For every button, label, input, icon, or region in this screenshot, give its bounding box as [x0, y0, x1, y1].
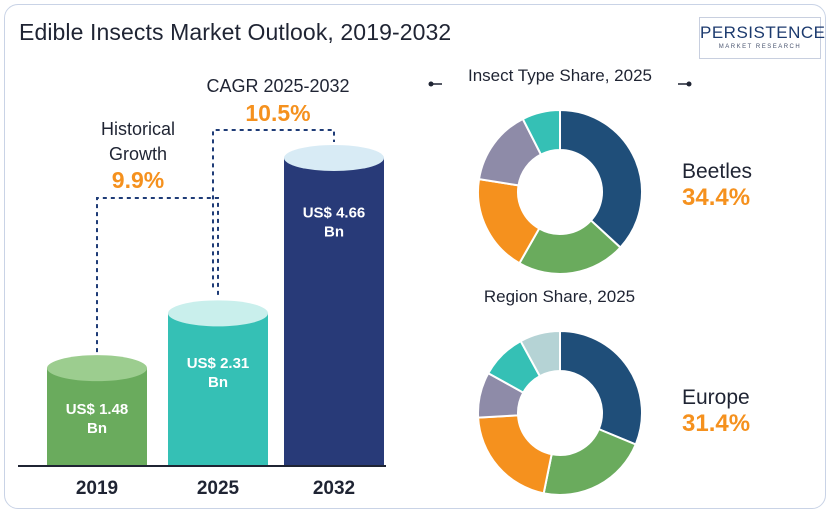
annotation-label: Historical	[101, 119, 175, 139]
donut-slice-beetles	[559, 108, 643, 249]
logo-sub-text: MARKET RESEARCH	[718, 44, 802, 50]
donut-slice	[477, 414, 553, 495]
donut-title: Insect Type Share, 2025	[468, 66, 652, 85]
donut-slice-europe	[559, 329, 643, 446]
donut-title: Region Share, 2025	[484, 287, 635, 306]
annotation-value: 9.9%	[112, 167, 164, 193]
title-backdrop	[441, 285, 678, 309]
bar-top	[47, 355, 147, 382]
bar-body	[47, 368, 147, 466]
bar-value-unit: Bn	[208, 374, 228, 391]
bar-value-label: US$ 4.66	[303, 204, 366, 221]
bar-chart: US$ 1.48 Bn 2019 US$ 2.31 Bn 2025 US$ 4.66 Bn 20…	[18, 76, 386, 499]
bar-top	[284, 145, 384, 171]
donut-slice	[521, 108, 561, 156]
highlight-name: Europe	[682, 386, 750, 409]
bar-value-unit: Bn	[324, 223, 344, 240]
brand-logo: PERSISTENCE MARKET RESEARCH	[699, 17, 826, 59]
x-tick-label: 2032	[313, 478, 355, 499]
growth-connector-2	[212, 129, 335, 288]
bar-top	[168, 300, 268, 327]
bar-value-label: US$ 2.31	[187, 355, 250, 372]
bar-body	[168, 313, 268, 466]
bar-2032: US$ 4.66 Bn	[284, 145, 384, 466]
logo-main-text: PERSISTENCE	[700, 23, 826, 42]
bar-body	[284, 158, 384, 466]
donut-slice	[542, 427, 638, 496]
underline-dot	[686, 81, 692, 87]
highlight-name: Beetles	[682, 160, 752, 183]
x-tick-label: 2025	[197, 478, 240, 499]
bar-value-unit: Bn	[87, 420, 107, 437]
page-title: Edible Insects Market Outlook, 2019-2032	[19, 19, 452, 45]
donut-slice	[519, 329, 561, 378]
bar-2025: US$ 2.31 Bn	[168, 300, 268, 466]
title-backdrop	[442, 64, 678, 88]
growth-connector-1	[96, 197, 219, 353]
annotation-label: Growth	[109, 144, 167, 164]
x-tick-label: 2019	[76, 478, 118, 499]
underline-dot	[428, 81, 434, 87]
bar-value-label: US$ 1.48	[66, 401, 129, 418]
highlight-value: 34.4%	[682, 184, 750, 211]
annotation-label: CAGR 2025-2032	[206, 76, 349, 96]
bar-2019: US$ 1.48 Bn	[47, 355, 147, 466]
annotation-value: 10.5%	[245, 100, 310, 126]
highlight-value: 31.4%	[682, 410, 750, 437]
